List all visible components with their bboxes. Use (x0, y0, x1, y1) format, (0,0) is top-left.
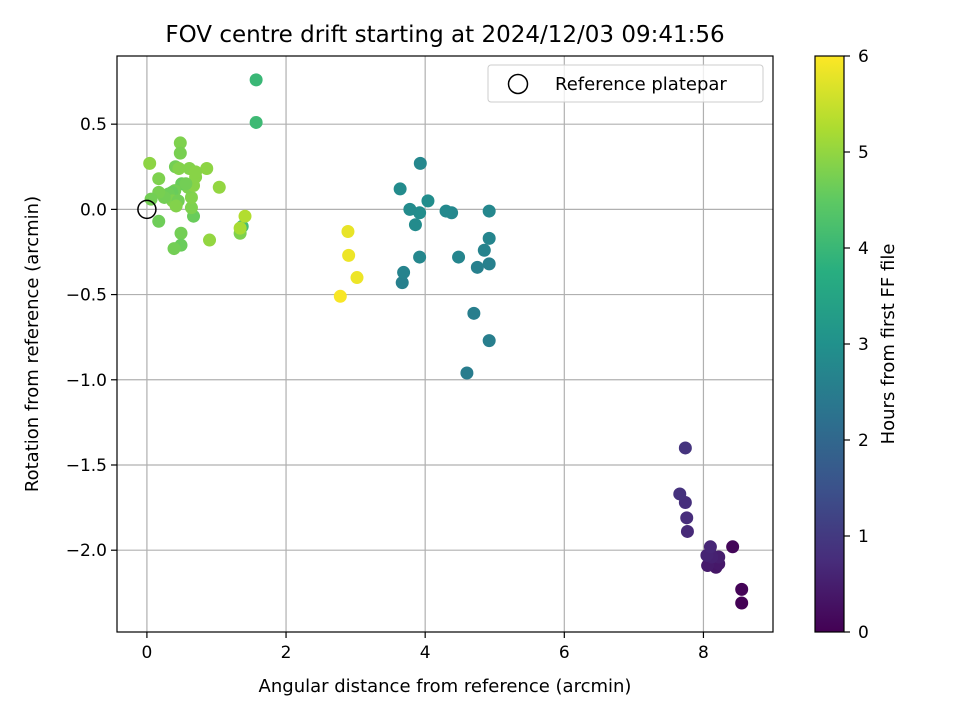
data-point (482, 334, 496, 348)
data-point (403, 202, 417, 216)
colorbar-gradient (814, 55, 845, 633)
legend-entry-reference-platepar: Reference platepar (555, 74, 727, 95)
data-point (397, 265, 411, 279)
y-tick-label: −1.5 (66, 456, 107, 476)
data-point (144, 192, 158, 206)
data-point (735, 582, 749, 596)
colorbar-tick-label: 4 (858, 239, 869, 259)
colorbar-ticks: 0 1 2 3 4 5 6 (844, 47, 869, 643)
y-tick-label: −2.0 (66, 541, 107, 561)
data-point (174, 226, 188, 240)
data-point (152, 172, 166, 186)
data-point (249, 115, 263, 129)
data-point (350, 271, 364, 285)
data-point (233, 221, 247, 235)
data-point (726, 540, 740, 554)
data-point (470, 260, 484, 274)
data-point (395, 276, 409, 290)
data-point (467, 306, 481, 320)
data-point (408, 218, 422, 232)
data-point (169, 199, 183, 213)
y-axis: 0.5 0.0 −0.5 −1.0 −1.5 −2.0 (66, 115, 117, 561)
data-point (200, 161, 214, 175)
data-point (172, 161, 186, 175)
legend-reference-marker (507, 73, 529, 95)
data-point (173, 136, 187, 150)
x-axis: 0 2 4 6 8 (141, 632, 709, 663)
data-point (482, 204, 496, 218)
y-tick-label: 0.5 (80, 115, 107, 135)
data-point (452, 250, 466, 264)
x-tick-label: 6 (559, 643, 570, 663)
y-axis-label: Rotation from reference (arcmin) (22, 196, 43, 492)
data-point (212, 180, 226, 194)
data-point (680, 511, 694, 525)
y-tick-label: 0.0 (80, 200, 107, 220)
colorbar-tick-label: 1 (858, 527, 869, 547)
data-point (249, 73, 263, 87)
data-point (421, 194, 435, 208)
data-point (173, 146, 187, 160)
data-point (342, 248, 356, 262)
data-point (143, 156, 157, 170)
data-point (413, 250, 427, 264)
data-point (460, 366, 474, 380)
data-point (673, 487, 687, 501)
y-tick-label: −1.0 (66, 371, 107, 391)
data-point (735, 596, 749, 610)
data-point (482, 231, 496, 245)
data-point (439, 204, 453, 218)
colorbar-tick-label: 0 (858, 623, 869, 643)
x-tick-label: 8 (698, 643, 709, 663)
colorbar-tick-label: 6 (858, 47, 869, 67)
data-point (341, 225, 355, 239)
points-layer (143, 73, 749, 610)
x-tick-label: 0 (141, 643, 152, 663)
chart-title: FOV centre drift starting at 2024/12/03 … (165, 22, 724, 48)
y-tick-label: −0.5 (66, 286, 107, 306)
data-point (167, 242, 181, 256)
colorbar-tick-label: 5 (858, 143, 869, 163)
data-point (184, 201, 198, 215)
data-point (680, 524, 694, 538)
data-point (152, 214, 166, 228)
plot-frame (116, 55, 774, 633)
data-point (482, 257, 496, 271)
grid (117, 56, 773, 632)
colorbar: 0 1 2 3 4 5 6 Hours from first FF file (814, 47, 899, 643)
data-point (703, 540, 717, 554)
colorbar-tick-label: 3 (858, 335, 869, 355)
colorbar-label: Hours from first FF file (878, 244, 899, 445)
data-point (189, 165, 203, 179)
data-point (393, 182, 407, 196)
reference-platepar-marker (137, 199, 157, 220)
data-point (179, 177, 193, 191)
x-tick-label: 2 (281, 643, 292, 663)
x-axis-label: Angular distance from reference (arcmin) (259, 676, 632, 697)
x-tick-label: 4 (420, 643, 431, 663)
legend-box (487, 64, 764, 103)
data-point (238, 209, 252, 223)
colorbar-tick-label: 2 (858, 431, 869, 451)
data-point (678, 441, 692, 455)
data-point (184, 190, 198, 204)
legend: Reference platepar (487, 64, 764, 103)
data-point (333, 289, 347, 303)
data-point (413, 156, 427, 170)
data-point (477, 243, 491, 257)
data-point (203, 233, 217, 247)
